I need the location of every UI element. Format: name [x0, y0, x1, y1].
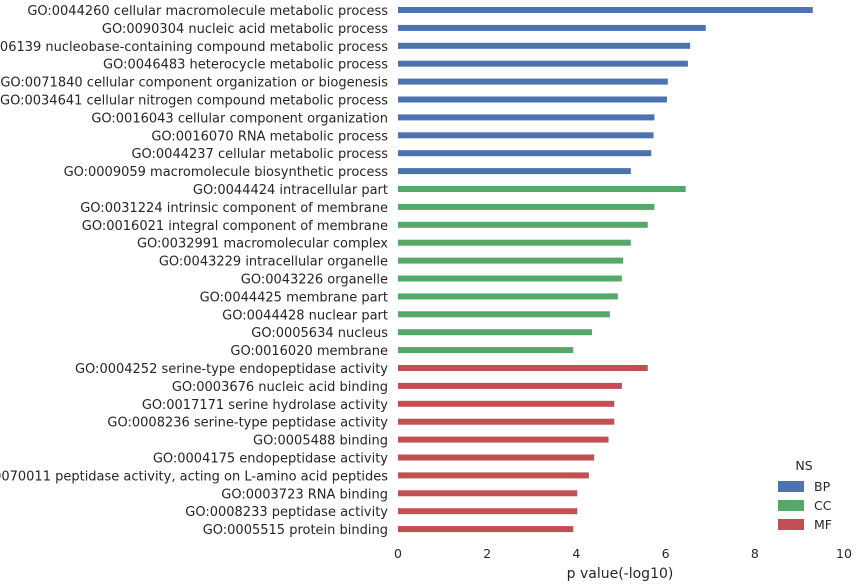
category-label: GO:0004252 serine-type endopeptidase act…: [75, 362, 388, 377]
category-label: GO:0006139 nucleobase-containing compoun…: [0, 40, 388, 55]
bars-layer: [398, 7, 813, 533]
category-label: GO:0044260 cellular macromolecule metabo…: [27, 4, 388, 19]
category-label: GO:0044425 membrane part: [200, 290, 388, 305]
bar-mf: [398, 472, 589, 479]
category-label: GO:0005515 protein binding: [203, 523, 388, 538]
bar-cc: [398, 293, 618, 300]
x-tick-label: 2: [483, 546, 491, 561]
category-label: GO:0008233 peptidase activity: [185, 505, 388, 520]
bar-mf: [398, 526, 574, 533]
legend-label-mf: MF: [814, 517, 832, 532]
category-label: GO:0032991 macromolecular complex: [137, 237, 388, 252]
bar-mf: [398, 490, 578, 497]
bar-mf: [398, 400, 615, 407]
category-label: GO:0008236 serine-type peptidase activit…: [107, 416, 388, 431]
category-label: GO:0044424 intracellular part: [193, 183, 388, 198]
bar-mf: [398, 365, 648, 371]
bar-cc: [398, 239, 631, 246]
x-tick-label: 4: [572, 546, 580, 561]
category-label: GO:0043226 organelle: [241, 273, 388, 288]
bar-bp: [398, 150, 652, 157]
x-tick-label: 0: [394, 546, 402, 561]
bar-cc: [398, 221, 648, 228]
bar-mf: [398, 508, 578, 515]
bar-cc: [398, 347, 574, 354]
bar-bp: [398, 78, 668, 85]
category-label: GO:0034641 cellular nitrogen compound me…: [0, 94, 388, 109]
x-tick-label: 8: [751, 546, 759, 561]
bar-bp: [398, 24, 706, 31]
category-label: GO:0016070 RNA metabolic process: [151, 129, 388, 144]
bar-mf: [398, 418, 615, 425]
x-axis-ticks: 0 2 4 6 8 10: [394, 546, 852, 561]
x-tick-label: 10: [836, 546, 852, 561]
x-tick-label: 6: [662, 546, 670, 561]
bar-cc: [398, 186, 686, 192]
category-label: GO:0005488 binding: [253, 434, 388, 449]
category-label: GO:0016020 membrane: [230, 344, 388, 359]
legend-swatch-mf: [778, 519, 804, 530]
bar-bp: [398, 168, 631, 175]
category-label: GO:0071840 cellular component organizati…: [0, 76, 388, 91]
bar-cc: [398, 257, 624, 264]
bar-bp: [398, 7, 813, 13]
bar-cc: [398, 275, 622, 282]
bar-mf: [398, 382, 622, 389]
bar-cc: [398, 329, 593, 336]
x-axis-title: p value(-log10): [567, 566, 674, 582]
category-label: GO:0004175 endopeptidase activity: [153, 452, 388, 467]
category-label: GO:0017171 serine hydrolase activity: [142, 398, 388, 413]
category-label: GO:0003723 RNA binding: [221, 487, 388, 502]
legend: NS BP CC MF: [778, 458, 832, 532]
category-label: GO:0043229 intracellular organelle: [159, 255, 388, 270]
category-label: GO:0070011 peptidase activity, acting on…: [0, 469, 388, 484]
bar-bp: [398, 132, 654, 139]
bar-bp: [398, 42, 691, 49]
category-label: GO:0090304 nucleic acid metabolic proces…: [102, 22, 388, 37]
category-label: GO:0044428 nuclear part: [222, 308, 388, 323]
legend-swatch-cc: [778, 500, 804, 511]
category-label: GO:0046483 heterocycle metabolic process: [103, 58, 388, 73]
bar-cc: [398, 311, 610, 318]
legend-swatch-bp: [778, 481, 804, 492]
legend-label-bp: BP: [814, 479, 831, 494]
category-label: GO:0009059 macromolecule biosynthetic pr…: [64, 165, 389, 180]
category-label: GO:0003676 nucleic acid binding: [172, 380, 388, 395]
legend-title: NS: [795, 458, 812, 473]
bar-cc: [398, 203, 655, 210]
bar-bp: [398, 114, 655, 121]
bar-mf: [398, 436, 609, 443]
category-labels: GO:0044260 cellular macromolecule metabo…: [0, 4, 388, 538]
bar-bp: [398, 96, 667, 103]
category-label: GO:0016043 cellular component organizati…: [91, 111, 388, 126]
category-label: GO:0031224 intrinsic component of membra…: [80, 201, 388, 216]
bar-mf: [398, 454, 595, 461]
category-label: GO:0005634 nucleus: [251, 326, 388, 341]
category-label: GO:0016021 integral component of membran…: [82, 219, 388, 234]
legend-label-cc: CC: [814, 498, 832, 513]
category-label: GO:0044237 cellular metabolic process: [131, 147, 388, 162]
bar-bp: [398, 60, 688, 67]
